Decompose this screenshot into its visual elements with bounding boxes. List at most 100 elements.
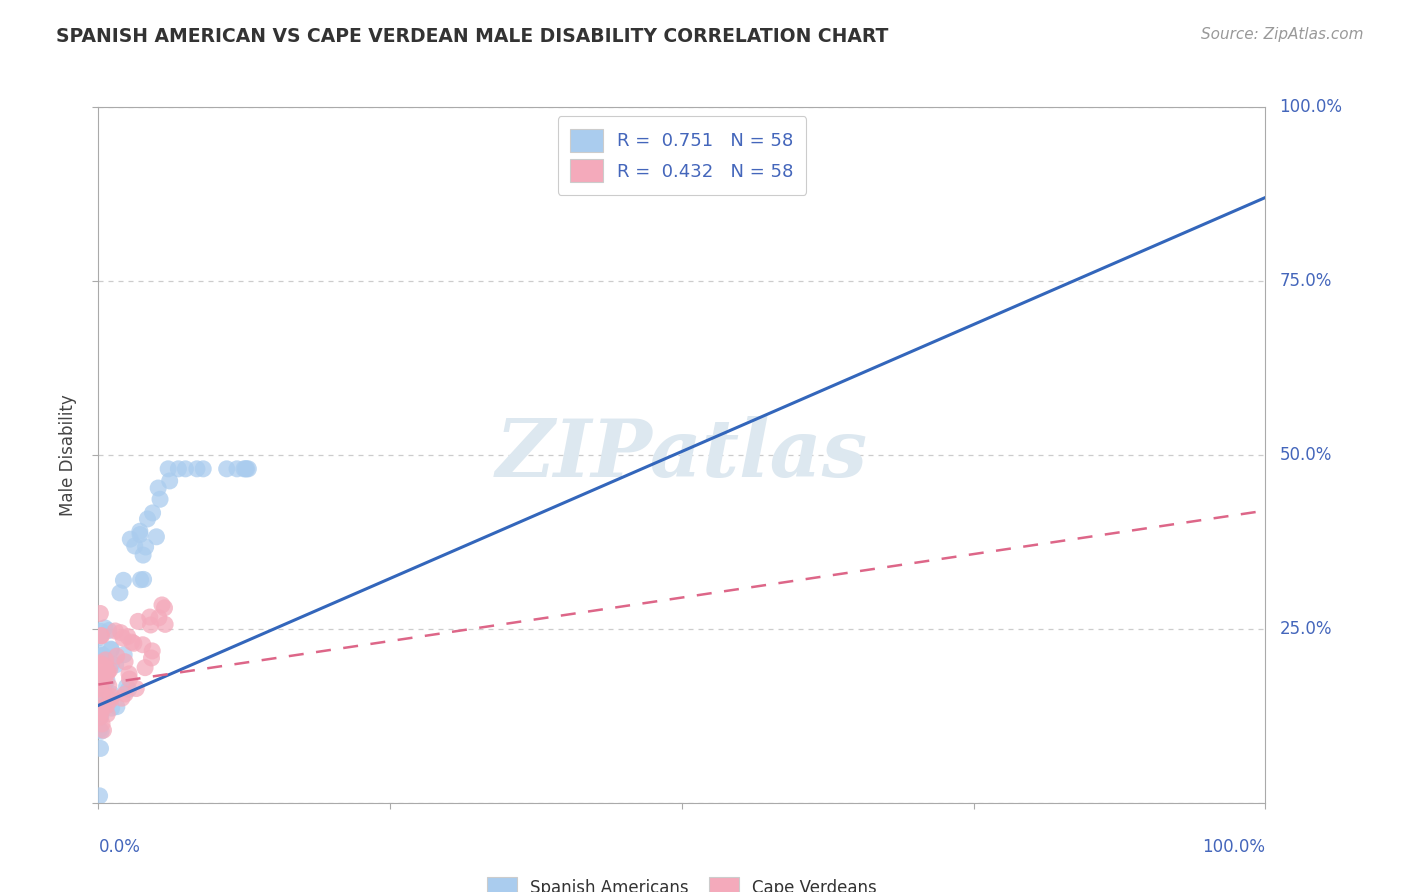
Point <box>97 664 120 678</box>
Text: 0.0%: 0.0% <box>98 838 141 856</box>
Point <box>91 690 114 705</box>
Point <box>89 789 111 803</box>
Point <box>233 462 256 476</box>
Point <box>134 660 156 674</box>
Point <box>91 648 114 663</box>
Point <box>100 692 122 706</box>
Point <box>89 670 111 684</box>
Point <box>108 586 131 600</box>
Point <box>118 666 141 681</box>
Point <box>124 539 146 553</box>
Point <box>90 629 112 643</box>
Point <box>136 512 159 526</box>
Point <box>89 710 111 724</box>
Point <box>97 665 120 680</box>
Point <box>145 530 167 544</box>
Point <box>100 642 122 657</box>
Point <box>114 687 136 701</box>
Point <box>90 674 112 689</box>
Point <box>89 631 111 645</box>
Point <box>89 723 111 737</box>
Point <box>111 691 134 706</box>
Point <box>121 635 143 649</box>
Point <box>148 611 170 625</box>
Point <box>90 700 112 714</box>
Point <box>117 682 139 697</box>
Point <box>90 710 112 724</box>
Point <box>193 462 215 476</box>
Point <box>238 462 260 476</box>
Point <box>91 717 114 731</box>
Point <box>153 617 176 632</box>
Point <box>125 681 148 696</box>
Point <box>115 680 138 694</box>
Point <box>100 642 122 657</box>
Point <box>112 574 135 588</box>
Point <box>100 657 122 671</box>
Point <box>94 662 117 676</box>
Point <box>153 600 176 615</box>
Point <box>110 625 132 640</box>
Text: 100.0%: 100.0% <box>1279 98 1343 116</box>
Y-axis label: Male Disability: Male Disability <box>59 394 77 516</box>
Point <box>89 665 111 680</box>
Point <box>104 657 127 672</box>
Point <box>139 618 162 632</box>
Point <box>139 610 162 624</box>
Text: Source: ZipAtlas.com: Source: ZipAtlas.com <box>1201 27 1364 42</box>
Point <box>135 540 157 554</box>
Text: SPANISH AMERICAN VS CAPE VERDEAN MALE DISABILITY CORRELATION CHART: SPANISH AMERICAN VS CAPE VERDEAN MALE DI… <box>56 27 889 45</box>
Point <box>141 644 163 658</box>
Point <box>90 629 112 643</box>
Text: 50.0%: 50.0% <box>1279 446 1331 464</box>
Point <box>112 648 135 662</box>
Point <box>90 702 112 716</box>
Point <box>96 707 118 722</box>
Point <box>215 462 238 476</box>
Point <box>89 741 111 756</box>
Point <box>94 668 117 682</box>
Point <box>94 681 117 696</box>
Point <box>90 647 112 661</box>
Point <box>89 680 111 694</box>
Point <box>90 706 112 721</box>
Point <box>94 621 117 635</box>
Legend: Spanish Americans, Cape Verdeans: Spanish Americans, Cape Verdeans <box>481 871 883 892</box>
Point <box>127 615 149 629</box>
Point <box>105 699 128 714</box>
Point <box>150 598 173 612</box>
Point <box>129 573 152 587</box>
Point <box>141 651 163 665</box>
Point <box>94 653 117 667</box>
Point <box>122 636 145 650</box>
Text: ZIPatlas: ZIPatlas <box>496 417 868 493</box>
Point <box>96 673 118 688</box>
Point <box>89 607 111 621</box>
Point <box>104 624 127 638</box>
Point <box>174 462 197 476</box>
Point <box>96 692 118 706</box>
Point <box>93 668 115 682</box>
Point <box>117 630 139 644</box>
Point <box>89 675 111 690</box>
Point <box>226 462 249 476</box>
Text: 75.0%: 75.0% <box>1279 272 1331 290</box>
Point <box>105 649 128 664</box>
Point <box>186 462 208 476</box>
Point <box>100 686 122 700</box>
Point <box>90 676 112 690</box>
Point <box>91 681 114 696</box>
Point <box>97 624 120 638</box>
Point <box>91 658 114 673</box>
Text: 100.0%: 100.0% <box>1202 838 1265 856</box>
Point <box>98 663 121 677</box>
Point <box>128 524 150 539</box>
Point <box>132 638 155 652</box>
Point <box>149 492 172 507</box>
Point <box>90 704 112 718</box>
Point <box>235 462 257 476</box>
Point <box>118 672 141 686</box>
Point <box>90 724 112 739</box>
Point <box>93 665 115 680</box>
Point <box>96 698 118 713</box>
